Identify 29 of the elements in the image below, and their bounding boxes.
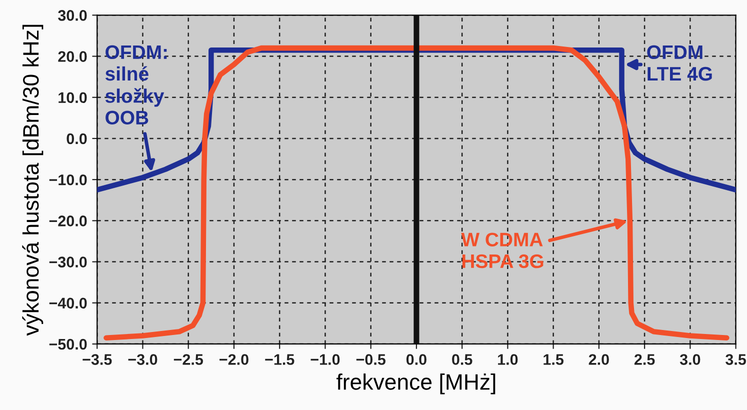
y-tick-label: 20.0 xyxy=(58,51,87,62)
y-tick-label: −10.0 xyxy=(49,174,87,186)
x-tick-label: −1.5 xyxy=(265,354,294,365)
y-tick-label: 0.0 xyxy=(66,133,87,144)
y-tick-label: −20.0 xyxy=(49,216,87,226)
x-tick-label: −2.5 xyxy=(174,354,204,365)
x-tick-label: −3.5 xyxy=(82,354,112,365)
x-tick-label: 3.5 xyxy=(726,354,746,365)
x-tick-label: 0.0 xyxy=(406,354,426,365)
x-tick-label: 3.0 xyxy=(680,354,700,365)
y-tick-label: −40.0 xyxy=(49,298,87,309)
x-tick-label: −1.0 xyxy=(310,354,340,365)
x-tick-label: 1.5 xyxy=(544,354,564,365)
y-tick-label: −50.0 xyxy=(49,338,87,350)
y-tick-label: 10.0 xyxy=(58,92,87,104)
x-tick-label: −3.0 xyxy=(128,354,158,365)
annotation: W CDMA HSPA 3G xyxy=(461,232,544,268)
x-tick-label: 1.0 xyxy=(498,354,518,365)
y-axis-title: výkonová hustota [dBm/30 kHz] xyxy=(22,24,44,336)
annotation: OFDM LTE 4G xyxy=(647,45,712,81)
x-tick-label: −0.5 xyxy=(356,354,386,365)
x-tick-label: 0.5 xyxy=(452,354,472,365)
annotation: OFDM: silné složky OOB xyxy=(105,45,167,125)
y-tick-label: −30.0 xyxy=(49,256,87,268)
x-tick-label: −2.0 xyxy=(220,354,248,365)
x-axis-title: frekvence [MHż] xyxy=(336,374,496,394)
x-tick-label: 2.5 xyxy=(634,354,655,365)
y-tick-label: 30.0 xyxy=(58,10,87,21)
x-tick-label: 2.0 xyxy=(588,354,609,365)
